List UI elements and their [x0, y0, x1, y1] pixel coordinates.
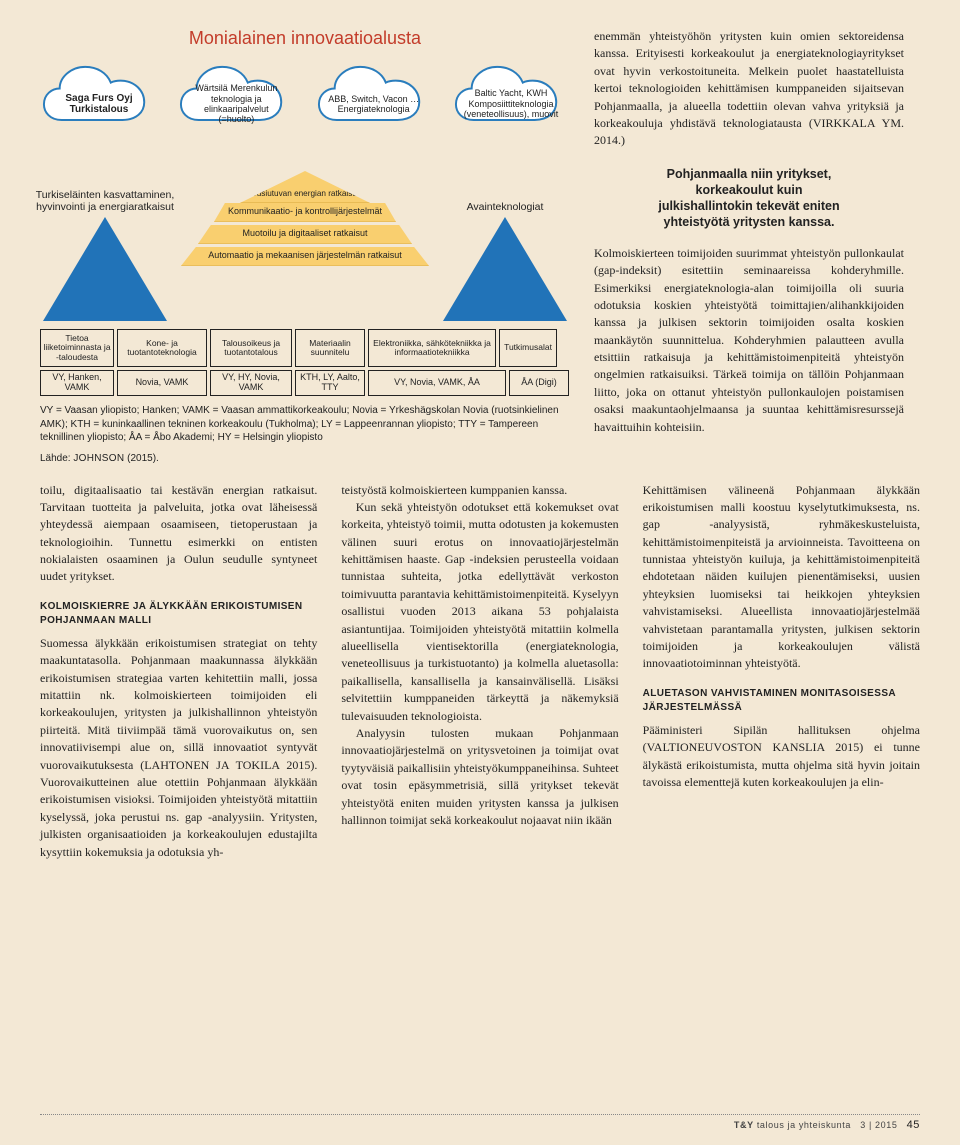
- pyramid: Uusiutuvan energian ratkaisut Kommunikaa…: [180, 171, 430, 321]
- callout: Pohjanmaalla niin yritykset, korkeakoulu…: [594, 166, 904, 231]
- box-uni-4: KTH, LY, Aalto, TTY: [295, 370, 365, 396]
- footer-mag: T&Y: [734, 1120, 754, 1130]
- cloud-label: Saga Furs Oyj Turkistalous: [40, 59, 158, 149]
- source-ref: JOHNSON: [73, 453, 124, 464]
- col-2: teistyöstä kolmoiskierteen kumppanien ka…: [341, 482, 618, 861]
- body-para: Kun sekä yhteistyön odotukset että kokem…: [341, 499, 618, 725]
- body-columns: toilu, digitaalisaatio tai kestävän ener…: [40, 482, 920, 861]
- source-label: Lähde:: [40, 453, 73, 464]
- pyramid-layer-1: Uusiutuvan energian ratkaisut: [231, 171, 379, 203]
- body-para: Pääministeri Sipilän hallituksen ohjelma…: [643, 722, 920, 792]
- cloud-saga-furs: Saga Furs Oyj Turkistalous: [40, 59, 158, 149]
- diagram-source: Lähde: JOHNSON (2015).: [40, 453, 570, 464]
- body-para: Kehittämisen välineenä Pohjanmaan älykkä…: [643, 482, 920, 673]
- box-topic-4: Materiaalin suunnitelu: [295, 329, 365, 367]
- cloud-label: Wärtsilä Merenkulun teknologia ja elinka…: [177, 59, 295, 149]
- diagram-box-rows: Tietoa liiketoiminnasta ja -taloudesta K…: [40, 329, 570, 396]
- body-para: teistyöstä kolmoiskierteen kumppanien ka…: [341, 482, 618, 499]
- box-uni-1: VY, Hanken, VAMK: [40, 370, 114, 396]
- pyramid-layer-2: Kommunikaatio- ja kontrollijärjestelmät: [214, 203, 396, 222]
- box-topic-2: Kone- ja tuotantoteknologia: [117, 329, 207, 367]
- box-topic-3: Talousoikeus ja tuotantotalous: [210, 329, 292, 367]
- box-uni-3: VY, HY, Novia, VAMK: [210, 370, 292, 396]
- footer-page: 45: [907, 1119, 920, 1131]
- body-para: Kolmoiskierteen toimijoiden suurimmat yh…: [594, 245, 904, 436]
- cloud-abb: ABB, Switch, Vacon … Energiateknologia: [315, 59, 433, 149]
- pyramid-layer-3: Muotoilu ja digitaaliset ratkaisut: [198, 225, 412, 244]
- footer-tag: talous ja yhteiskunta: [757, 1120, 851, 1130]
- body-para: enemmän yhteistyöhön yritysten kuin omie…: [594, 28, 904, 150]
- right-column-top: enemmän yhteistyöhön yritysten kuin omie…: [594, 28, 904, 464]
- subhead-kolmoiskierre: KOLMOISKIERRE JA ÄLYKKÄÄN ERIKOISTUMISEN…: [40, 600, 317, 629]
- col-1: toilu, digitaalisaatio tai kestävän ener…: [40, 482, 317, 861]
- box-topic-6: Tutkimusalat: [499, 329, 557, 367]
- diagram-clouds-row: Saga Furs Oyj Turkistalous Wärtsilä Mere…: [40, 59, 570, 149]
- subhead-aluetason: ALUETASON VAHVISTAMINEN MONITASOISESSA J…: [643, 687, 920, 716]
- pyramid-layer-4: Automaatio ja mekaanisen järjestelmän ra…: [181, 247, 429, 266]
- footer-issue: 3 | 2015: [860, 1120, 897, 1130]
- body-para: Analyysin tulosten mukaan Pohjanmaan inn…: [341, 725, 618, 829]
- diagram-legend: VY = Vaasan yliopisto; Hanken; VAMK = Va…: [40, 404, 570, 445]
- box-uni-5: VY, Novia, VAMK, ÅA: [368, 370, 506, 396]
- body-para: toilu, digitaalisaatio tai kestävän ener…: [40, 482, 317, 586]
- source-tail: (2015).: [124, 453, 158, 464]
- diagram-title: Monialainen innovaatioalusta: [40, 28, 570, 49]
- body-para: Suomessa älykkään erikoistumisen strateg…: [40, 635, 317, 861]
- box-topic-1: Tietoa liiketoiminnasta ja -taloudesta: [40, 329, 114, 367]
- box-uni-2: Novia, VAMK: [117, 370, 207, 396]
- cloud-label: Baltic Yacht, KWH Komposiittiteknologia …: [452, 59, 570, 149]
- left-triangle-label: Turkiseläinten kasvattaminen, hyvinvoint…: [30, 189, 180, 213]
- cloud-wartsila: Wärtsilä Merenkulun teknologia ja elinka…: [177, 59, 295, 149]
- box-uni-6: ÅA (Digi): [509, 370, 569, 396]
- diagram-mid-row: Turkiseläinten kasvattaminen, hyvinvoint…: [40, 161, 570, 321]
- box-topic-5: Elektroniikka, sähkötekniikka ja informa…: [368, 329, 496, 367]
- col-3: Kehittämisen välineenä Pohjanmaan älykkä…: [643, 482, 920, 861]
- innovation-platform-diagram: Monialainen innovaatioalusta Saga Furs O…: [40, 28, 570, 464]
- right-triangle-label: Avainteknologiat: [430, 201, 580, 213]
- left-triangle: Turkiseläinten kasvattaminen, hyvinvoint…: [40, 217, 170, 321]
- right-triangle: Avainteknologiat: [440, 217, 570, 321]
- page-footer: T&Y talous ja yhteiskunta 3 | 2015 45: [40, 1114, 920, 1131]
- cloud-baltic-yacht: Baltic Yacht, KWH Komposiittiteknologia …: [452, 59, 570, 149]
- cloud-label: ABB, Switch, Vacon … Energiateknologia: [315, 59, 433, 149]
